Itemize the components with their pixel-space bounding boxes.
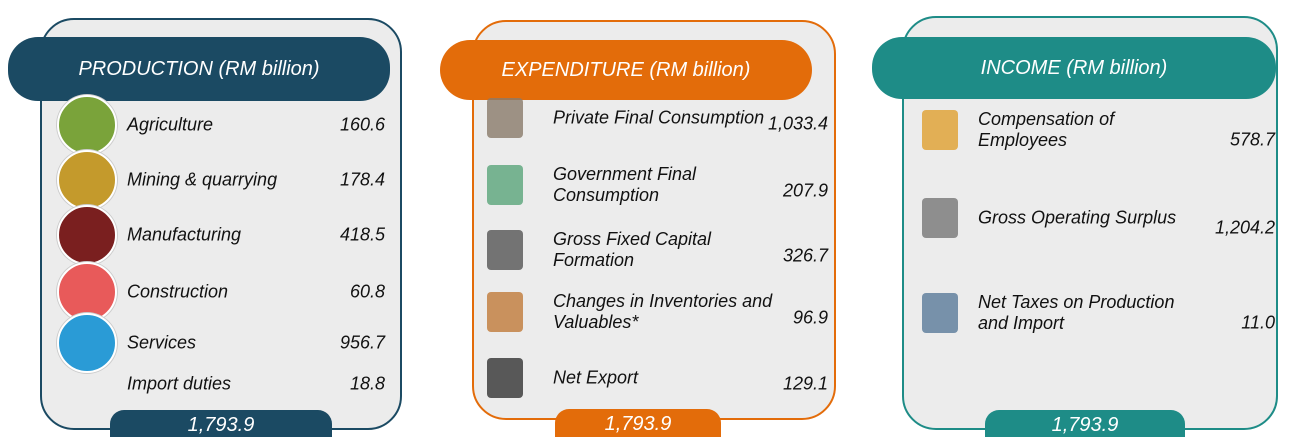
item-value: 96.9 [728, 308, 828, 329]
item-label: Gross Operating Surplus [978, 208, 1188, 229]
item-value: 178.4 [285, 170, 385, 191]
icon [487, 292, 523, 332]
icon [922, 293, 958, 333]
icon [57, 205, 117, 265]
panel-title: PRODUCTION (RM billion) [8, 37, 390, 101]
icon [487, 358, 523, 398]
item-value: 11.0 [1175, 313, 1275, 334]
icon [57, 313, 117, 373]
item-value: 160.6 [285, 115, 385, 136]
item-value: 60.8 [285, 282, 385, 303]
icon [922, 198, 958, 238]
icon [57, 95, 117, 155]
item-value: 326.7 [728, 246, 828, 267]
icon [487, 230, 523, 270]
item-value: 207.9 [728, 181, 828, 202]
item-value: 418.5 [285, 225, 385, 246]
item-value: 578.7 [1175, 130, 1275, 151]
panel-title: EXPENDITURE (RM billion) [440, 40, 812, 100]
item-label: Net Taxes on Production and Import [978, 292, 1188, 334]
panel-total: 1,793.9 [555, 409, 721, 437]
icon [922, 110, 958, 150]
icon [487, 165, 523, 205]
panel-total: 1,793.9 [985, 410, 1185, 437]
panel-total: 1,793.9 [110, 410, 332, 437]
item-value: 1,033.4 [728, 114, 828, 135]
item-value: 956.7 [285, 333, 385, 354]
infographic: PRODUCTION (RM billion) EXPENDITURE (RM … [0, 0, 1294, 437]
panel-title: INCOME (RM billion) [872, 37, 1276, 99]
icon [487, 98, 523, 138]
item-value: 1,204.2 [1175, 218, 1275, 239]
item-value: 129.1 [728, 374, 828, 395]
item-label: Compensation of Employees [978, 109, 1188, 151]
item-value: 18.8 [285, 374, 385, 395]
icon [57, 150, 117, 210]
